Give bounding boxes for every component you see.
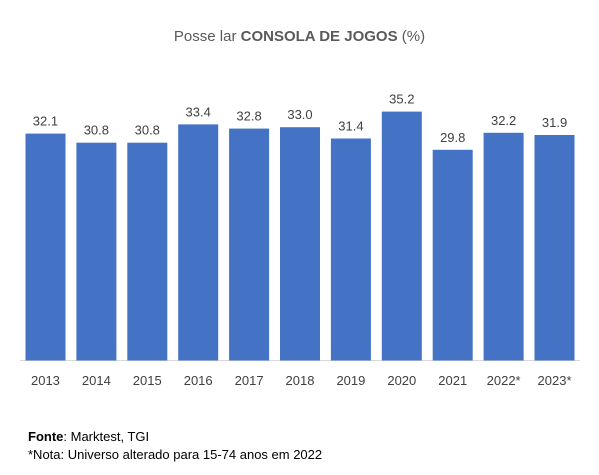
footnote: *Nota: Universo alterado para 15-74 anos… (28, 447, 323, 462)
x-tick-label-2021: 2021 (438, 373, 467, 388)
x-tick-label-2019: 2019 (336, 373, 365, 388)
data-label-2013: 32.1 (33, 114, 58, 129)
data-label-2019: 31.4 (338, 119, 363, 134)
x-tick-label-2018: 2018 (286, 373, 315, 388)
data-label-2021: 29.8 (440, 130, 465, 145)
source-text: : Marktest, TGI (63, 429, 150, 444)
data-label-2017: 32.8 (236, 109, 261, 124)
x-tick-label-2014: 2014 (82, 373, 111, 388)
bar-2019 (330, 138, 371, 361)
bar-2021 (432, 149, 473, 361)
bar-2023* (534, 135, 575, 361)
bar-2016 (178, 124, 219, 361)
x-tick-label-2022*: 2022* (487, 373, 521, 388)
chart-title: Posse lar CONSOLA DE JOGOS (%) (0, 28, 599, 45)
chart-title-prefix: Posse lar (173, 28, 241, 45)
chart-title-emphasis: CONSOLA DE JOGOS (240, 28, 398, 45)
data-label-2023*: 31.9 (542, 115, 567, 130)
bar-2013 (25, 133, 66, 361)
x-tick-label-2013: 2013 (31, 373, 60, 388)
source-label: Fonte (28, 429, 64, 444)
chart-title-suffix: (%) (397, 28, 426, 45)
bar-2014 (76, 142, 117, 361)
x-tick-label-2015: 2015 (133, 373, 162, 388)
x-tick-label-2017: 2017 (235, 373, 264, 388)
bar-2018 (280, 127, 320, 361)
data-label-2014: 30.8 (84, 123, 109, 138)
bar-2022* (483, 132, 524, 361)
bar-chart: 32.1 2013 30.8 2014 30.8 2015 33.4 2016 32.8 2017… (20, 92, 580, 388)
bar-2017 (229, 128, 270, 361)
data-label-2015: 30.8 (135, 123, 160, 138)
data-label-2016: 33.4 (186, 104, 211, 119)
bar-2015 (127, 142, 168, 361)
x-tick-label-2020: 2020 (387, 373, 416, 388)
x-tick-label-2016: 2016 (184, 373, 213, 388)
data-label-2022*: 32.2 (491, 113, 516, 128)
source-note: Fonte: Marktest, TGI (28, 429, 149, 444)
data-label-2020: 35.2 (389, 92, 414, 107)
bar-2020 (381, 111, 422, 361)
data-label-2018: 33.0 (287, 107, 312, 122)
x-tick-label-2023*: 2023* (538, 373, 572, 388)
